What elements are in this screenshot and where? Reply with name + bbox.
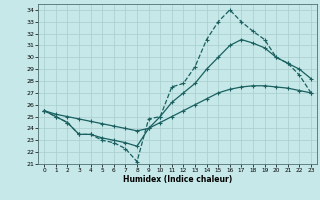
X-axis label: Humidex (Indice chaleur): Humidex (Indice chaleur) [123,175,232,184]
